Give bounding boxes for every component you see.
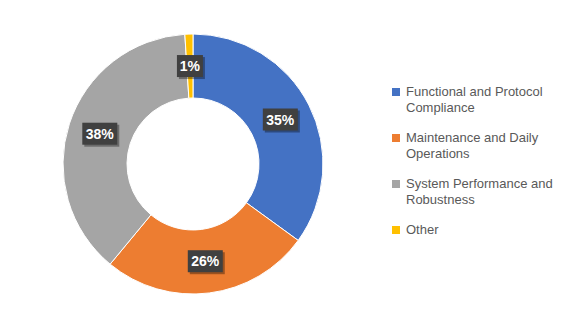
html-text:Functional and Protocol Compli: Functional and Protocol Compliance	[406, 84, 543, 115]
svg-text:38%: 38%	[86, 126, 115, 142]
svg-text:1%: 1%	[180, 58, 201, 74]
svg-text:26%: 26%	[191, 253, 220, 269]
html-text:Maintenance and Daily Operatio: Maintenance and Daily Operations	[406, 130, 539, 161]
svg-text:35%: 35%	[266, 112, 295, 128]
html-text:System Performance and Robustn: System Performance and Robustness	[406, 176, 553, 207]
html-text:Other: Other	[406, 222, 439, 237]
